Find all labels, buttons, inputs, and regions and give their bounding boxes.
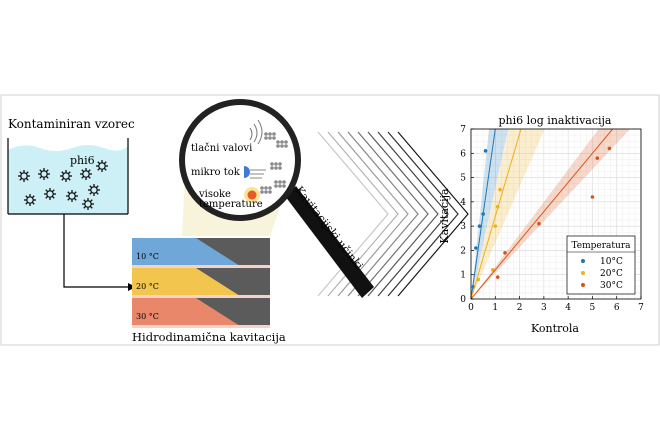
- data-point: [474, 246, 478, 250]
- high-temperature-icon: [244, 187, 260, 203]
- data-point: [607, 146, 612, 151]
- x-tick-label: 5: [590, 303, 596, 313]
- legend-entry: 10°C: [600, 257, 623, 267]
- virus-icon: [60, 170, 72, 182]
- strip-label: 10 °C: [136, 252, 159, 261]
- y-tick-label: 0: [460, 295, 466, 305]
- temperature-strip: 10 °C: [132, 238, 270, 268]
- data-point: [495, 275, 500, 279]
- data-point: [477, 224, 482, 228]
- flow-arrow: [63, 214, 128, 288]
- y-tick-label: 7: [460, 125, 466, 135]
- chart-title: phi6 log inaktivacija: [498, 114, 611, 127]
- legend-title: Temperatura: [571, 241, 631, 251]
- contaminated-title: Kontaminiran vzorec: [8, 117, 135, 131]
- legend-entry: 20°C: [600, 269, 623, 279]
- chevron-arrows: [317, 131, 469, 297]
- data-point: [495, 204, 500, 209]
- confidence-band: [471, 129, 509, 299]
- legend-marker: [581, 271, 585, 275]
- data-point: [476, 277, 481, 282]
- data-point: [590, 195, 595, 199]
- y-tick-label: 6: [460, 149, 466, 159]
- x-tick-label: 7: [638, 303, 644, 313]
- legend-entry: 30°C: [600, 281, 623, 291]
- legend-marker: [581, 283, 585, 287]
- y-tick-label: 3: [460, 222, 466, 232]
- data-point: [537, 221, 541, 226]
- temperature-strip: 20 °C: [132, 268, 270, 298]
- effect-micro-flow: mikro tok: [191, 167, 241, 178]
- virus-icon: [24, 194, 36, 206]
- fit-line: [471, 129, 614, 299]
- x-tick-label: 2: [517, 303, 523, 313]
- confidence-band: [471, 129, 631, 299]
- chart-xlabel: Kontrola: [531, 322, 579, 335]
- y-tick-label: 4: [460, 198, 466, 208]
- data-point: [498, 187, 502, 192]
- plot-frame: [470, 128, 642, 300]
- virus-icon: [38, 168, 50, 180]
- legend-marker: [581, 259, 585, 263]
- confidence-band: [471, 129, 545, 299]
- strip-label: 20 °C: [136, 282, 159, 291]
- chart-ylabel: Kavitacija: [438, 188, 451, 244]
- virus-label: phi6: [70, 154, 95, 167]
- virus-particles: [18, 160, 108, 210]
- temperature-strip: 30 °C: [132, 298, 270, 328]
- data-point: [503, 251, 507, 255]
- effect-temperature: temperature: [199, 199, 263, 210]
- y-tick-label: 1: [460, 271, 466, 281]
- virus-icon: [44, 188, 56, 200]
- y-tick-label: 5: [460, 174, 466, 184]
- y-tick-label: 2: [460, 246, 466, 256]
- effect-high: visoke: [198, 189, 231, 200]
- fit-line: [471, 129, 522, 299]
- data-point: [491, 268, 495, 272]
- data-point: [481, 212, 485, 216]
- micro-flow-icon: [244, 166, 266, 179]
- legend: Temperatura 10°C 20°C 30°C: [566, 235, 636, 295]
- data-point: [493, 224, 498, 228]
- data-point: [595, 156, 600, 160]
- virus-icon: [96, 160, 108, 172]
- particle-clusters-icon: [260, 132, 288, 194]
- magnifier: tlačni valovi mikro tok visoke temperatu…: [179, 99, 374, 298]
- magnifier-handle: [285, 186, 374, 298]
- data-point: [483, 149, 488, 153]
- virus-icon: [80, 168, 92, 180]
- pressure-wave-icon: [249, 119, 263, 145]
- x-tick-label: 4: [565, 303, 571, 313]
- virus-icon: [88, 184, 100, 196]
- process-caption: Hidrodinamična kavitacija: [132, 330, 286, 344]
- strip-label: 30 °C: [136, 312, 159, 321]
- cavitation-strips: 10 °C 20 °C 30 °C: [132, 238, 270, 328]
- x-tick-label: 0: [468, 303, 474, 313]
- x-tick-label: 1: [492, 303, 498, 313]
- virus-icon: [66, 190, 78, 202]
- x-tick-label: 3: [541, 303, 547, 313]
- effect-pressure-waves: tlačni valovi: [191, 143, 252, 154]
- x-tick-label: 6: [614, 303, 620, 313]
- virus-icon: [82, 198, 94, 210]
- inactivation-chart: phi6 log inaktivacija Kontrola Kavitacij…: [438, 114, 644, 335]
- virus-icon: [18, 170, 30, 182]
